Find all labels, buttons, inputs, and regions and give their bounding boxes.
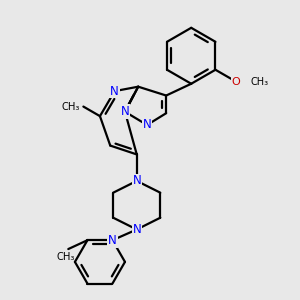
- Text: N: N: [132, 223, 141, 236]
- Text: N: N: [108, 234, 117, 247]
- Text: N: N: [143, 118, 152, 131]
- Text: N: N: [110, 85, 119, 98]
- Text: CH₃: CH₃: [250, 76, 268, 86]
- Text: CH₃: CH₃: [57, 252, 75, 262]
- Text: CH₃: CH₃: [61, 102, 80, 112]
- Text: N: N: [132, 174, 141, 188]
- Text: O: O: [231, 76, 240, 86]
- Text: N: N: [121, 105, 129, 118]
